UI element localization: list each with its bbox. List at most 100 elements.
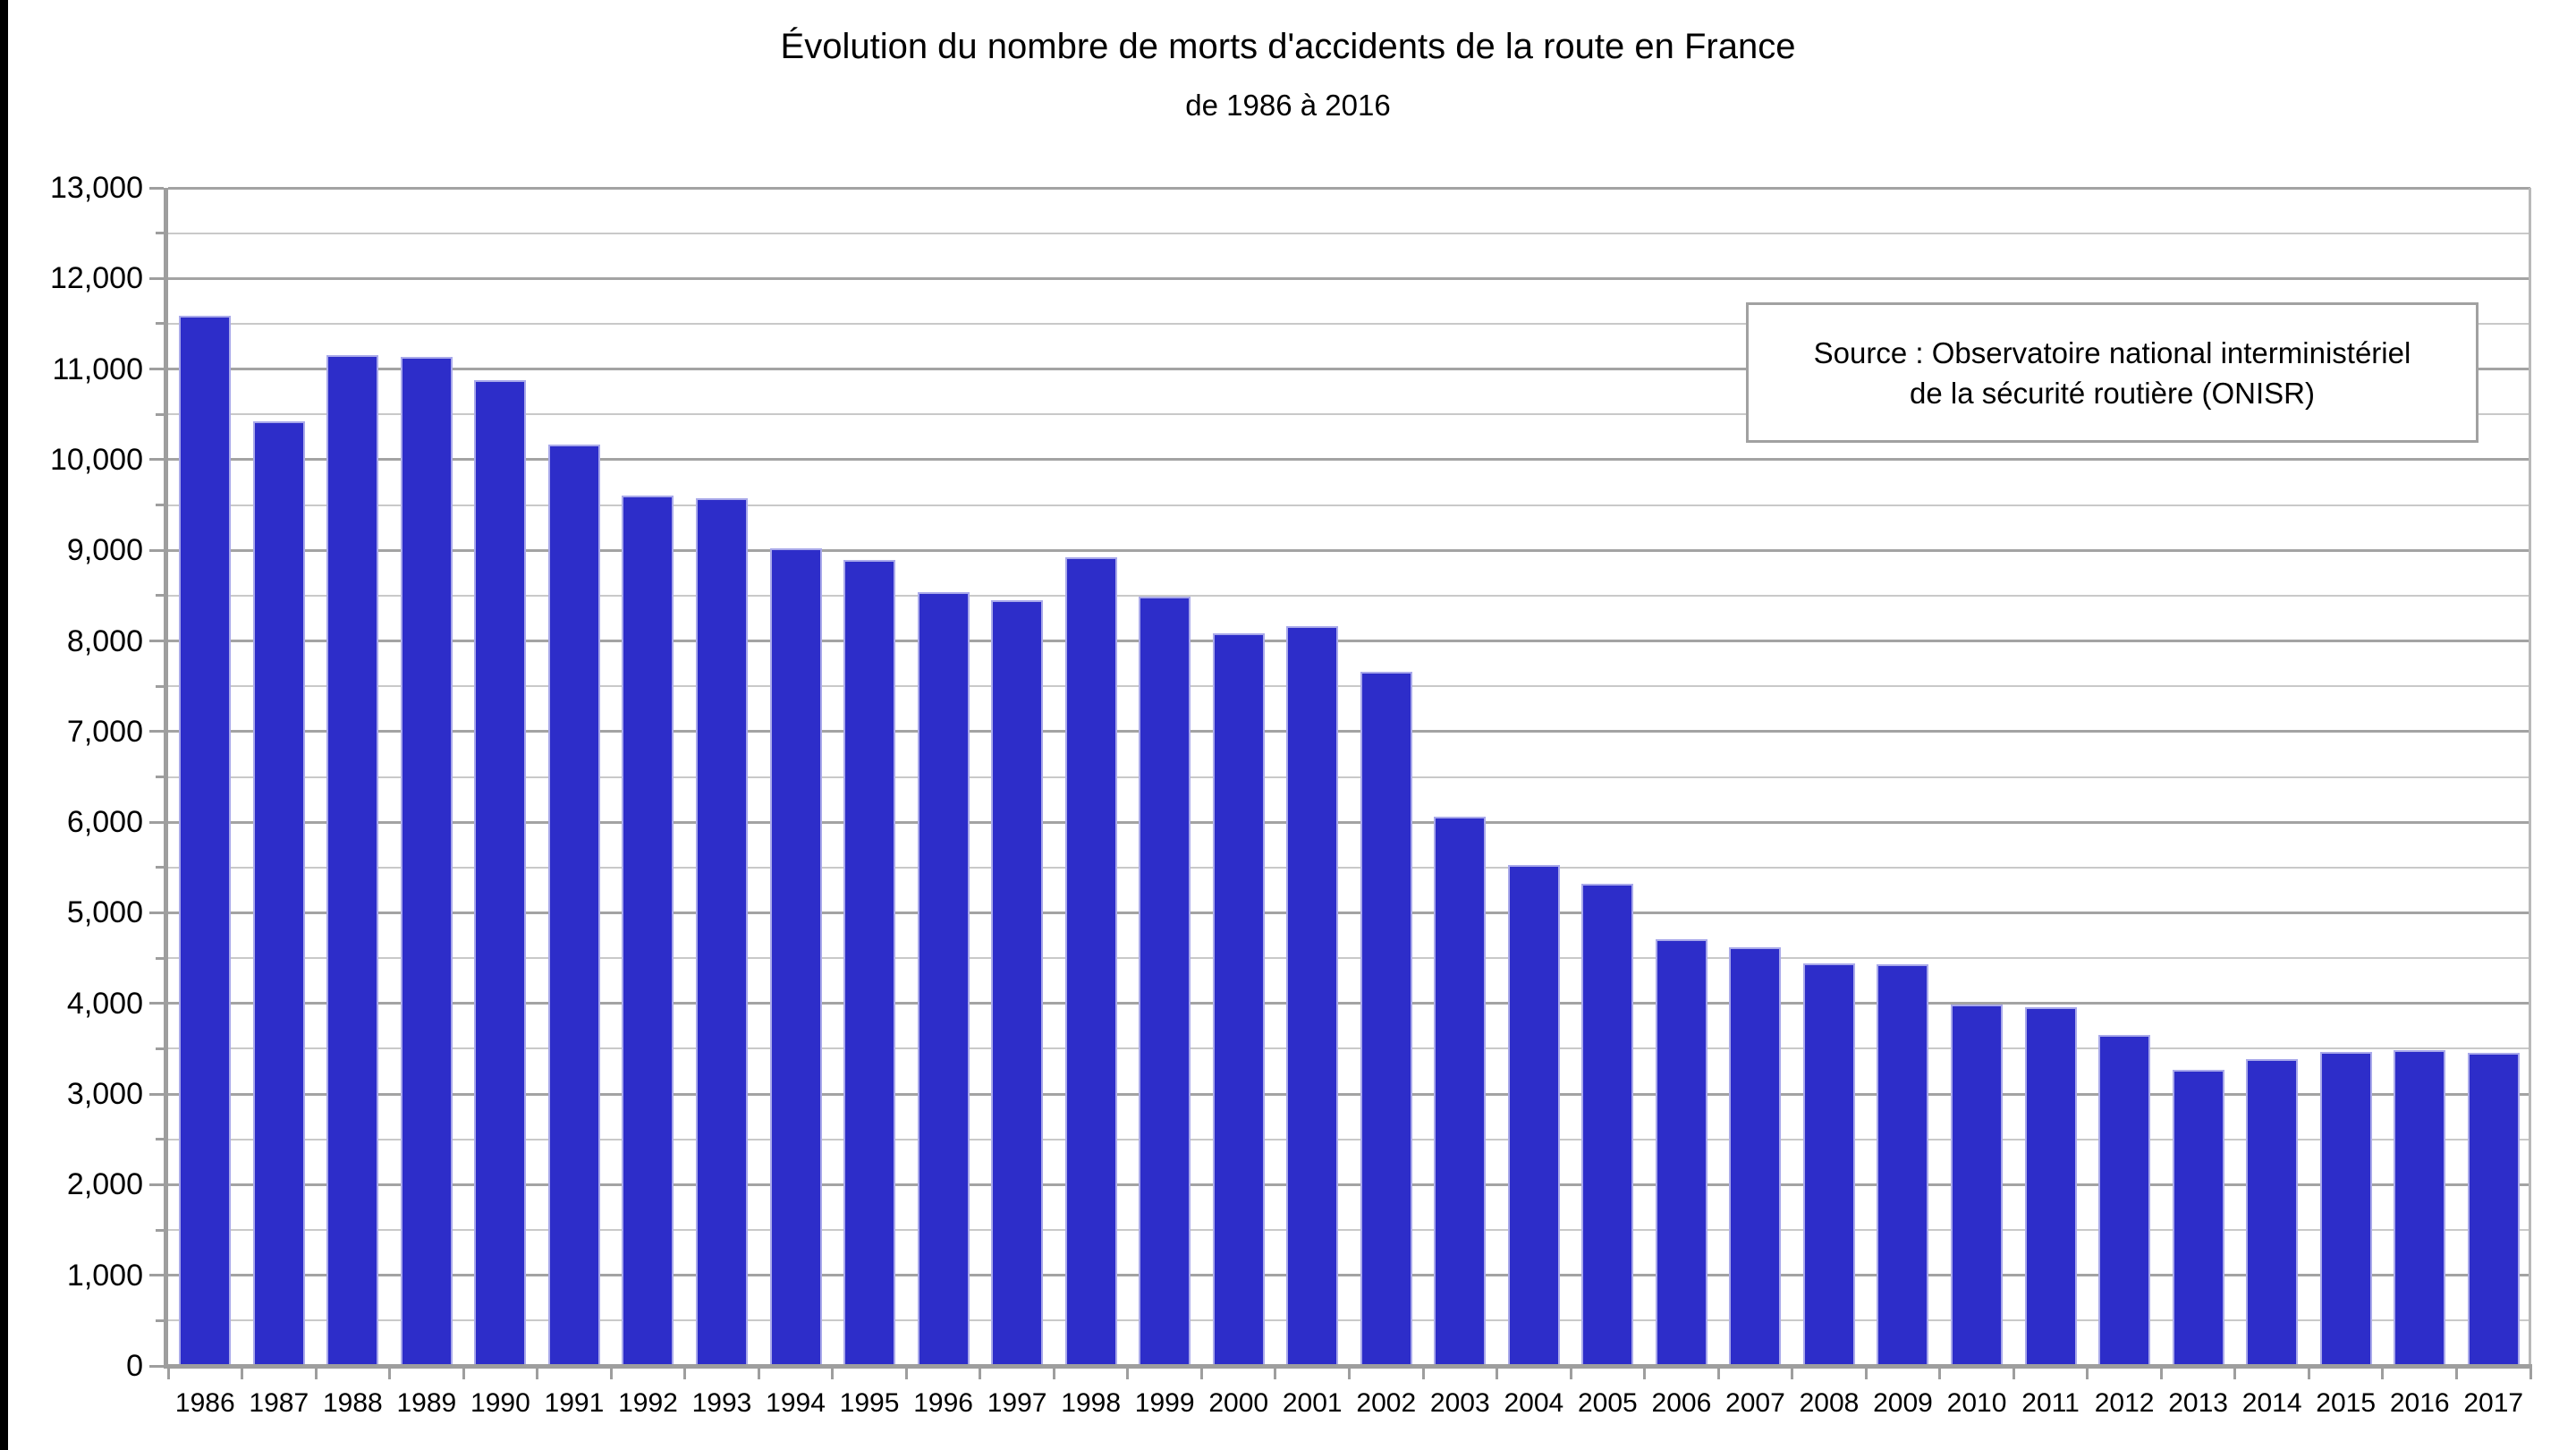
y-major-tick-3000 (149, 1092, 164, 1096)
x-tick-18 (1496, 1369, 1499, 1379)
gridline-minor-5500 (168, 866, 2530, 869)
y-tick-label-6000: 6,000 (66, 805, 143, 840)
y-minor-tick-3500 (156, 1047, 164, 1050)
x-label-1998: 1998 (1061, 1388, 1122, 1418)
y-axis-line (164, 188, 168, 1369)
x-label-2012: 2012 (2094, 1388, 2155, 1418)
bar-2017 (2467, 1053, 2520, 1366)
bar-1994 (769, 548, 822, 1366)
bar-1986 (179, 315, 232, 1366)
source-line-1: Source : Observatoire national intermini… (1813, 335, 2411, 369)
y-tick-label-13000: 13,000 (50, 171, 143, 205)
x-label-2013: 2013 (2168, 1388, 2228, 1418)
x-label-1990: 1990 (470, 1388, 530, 1418)
x-tick-24 (1938, 1369, 1942, 1379)
bar-2013 (2172, 1069, 2224, 1366)
y-minor-tick-9500 (156, 504, 164, 507)
gridline-minor-4500 (168, 957, 2530, 960)
gridline-major-12000 (168, 276, 2530, 280)
gridline-major-4000 (168, 1002, 2530, 1005)
x-label-2017: 2017 (2463, 1388, 2524, 1418)
bar-2006 (1655, 938, 1707, 1366)
x-label-2007: 2007 (1725, 1388, 1785, 1418)
bar-1998 (1064, 557, 1117, 1366)
bar-2010 (1951, 1004, 2004, 1366)
bar-2008 (1802, 962, 1855, 1366)
y-major-tick-10000 (149, 458, 164, 462)
gridline-minor-7500 (168, 685, 2530, 688)
bar-2016 (2394, 1050, 2446, 1366)
gridline-minor-500 (168, 1319, 2530, 1322)
y-tick-label-4000: 4,000 (66, 986, 143, 1021)
x-label-2004: 2004 (1504, 1388, 1564, 1418)
x-label-2000: 2000 (1208, 1388, 1269, 1418)
y-minor-tick-2500 (156, 1138, 164, 1141)
x-label-1991: 1991 (544, 1388, 605, 1418)
y-major-tick-8000 (149, 640, 164, 643)
gridline-major-11000 (168, 368, 2530, 371)
x-label-2014: 2014 (2241, 1388, 2302, 1418)
x-tick-7 (683, 1369, 687, 1379)
gridline-major-5000 (168, 911, 2530, 914)
bar-2003 (1434, 817, 1487, 1366)
y-tick-label-8000: 8,000 (66, 623, 143, 658)
gridline-major-9000 (168, 548, 2530, 552)
gridline-minor-10500 (168, 413, 2530, 416)
bar-1989 (400, 357, 453, 1366)
y-minor-tick-7500 (156, 684, 164, 688)
x-label-2003: 2003 (1429, 1388, 1490, 1418)
gridline-major-13000 (168, 186, 2530, 190)
y-tick-label-3000: 3,000 (66, 1077, 143, 1112)
x-label-2016: 2016 (2389, 1388, 2450, 1418)
x-label-2010: 2010 (1946, 1388, 2007, 1418)
bar-1990 (474, 379, 527, 1366)
y-minor-tick-500 (156, 1319, 164, 1322)
x-label-1988: 1988 (322, 1388, 383, 1418)
y-major-tick-0 (149, 1364, 164, 1368)
x-tick-26 (2086, 1369, 2089, 1379)
x-label-2001: 2001 (1282, 1388, 1343, 1418)
x-tick-8 (757, 1369, 760, 1379)
y-minor-tick-4500 (156, 956, 164, 960)
x-tick-19 (1569, 1369, 1572, 1379)
left-edge-black-strip (0, 0, 8, 1450)
x-label-2006: 2006 (1651, 1388, 1712, 1418)
gridline-major-3000 (168, 1092, 2530, 1096)
chart-subtitle: de 1986 à 2016 (1185, 89, 1391, 122)
chart-title: Évolution du nombre de morts d'accidents… (780, 27, 1796, 66)
bar-1987 (252, 421, 305, 1366)
x-tick-12 (1052, 1369, 1055, 1379)
x-tick-17 (1421, 1369, 1425, 1379)
bar-2002 (1360, 672, 1412, 1366)
x-tick-21 (1716, 1369, 1720, 1379)
y-minor-tick-8500 (156, 594, 164, 598)
x-label-1994: 1994 (766, 1388, 826, 1418)
bar-1993 (695, 498, 748, 1366)
source-line-2: de la sécurité routière (ONISR) (1910, 376, 2315, 410)
bar-2009 (1877, 963, 1929, 1366)
gridline-minor-3500 (168, 1047, 2530, 1050)
bar-2011 (2024, 1006, 2077, 1366)
y-tick-label-1000: 1,000 (66, 1258, 143, 1293)
gridline-major-7000 (168, 730, 2530, 733)
y-major-tick-13000 (149, 186, 164, 190)
x-label-2002: 2002 (1356, 1388, 1417, 1418)
gridline-minor-2500 (168, 1138, 2530, 1140)
x-tick-13 (1126, 1369, 1130, 1379)
y-major-tick-1000 (149, 1274, 164, 1277)
bar-1988 (326, 355, 379, 1366)
x-label-2009: 2009 (1873, 1388, 1933, 1418)
bar-1996 (917, 591, 970, 1366)
x-tick-31 (2454, 1369, 2458, 1379)
x-tick-27 (2159, 1369, 2163, 1379)
plot-right-border (2529, 188, 2531, 1369)
bar-2000 (1212, 633, 1265, 1366)
x-tick-9 (831, 1369, 835, 1379)
x-tick-20 (1643, 1369, 1647, 1379)
x-label-2011: 2011 (2021, 1388, 2080, 1418)
y-minor-tick-11500 (156, 322, 164, 326)
gridline-minor-12500 (168, 232, 2530, 234)
x-tick-16 (1348, 1369, 1351, 1379)
x-tick-2 (314, 1369, 318, 1379)
bar-1995 (843, 560, 896, 1366)
